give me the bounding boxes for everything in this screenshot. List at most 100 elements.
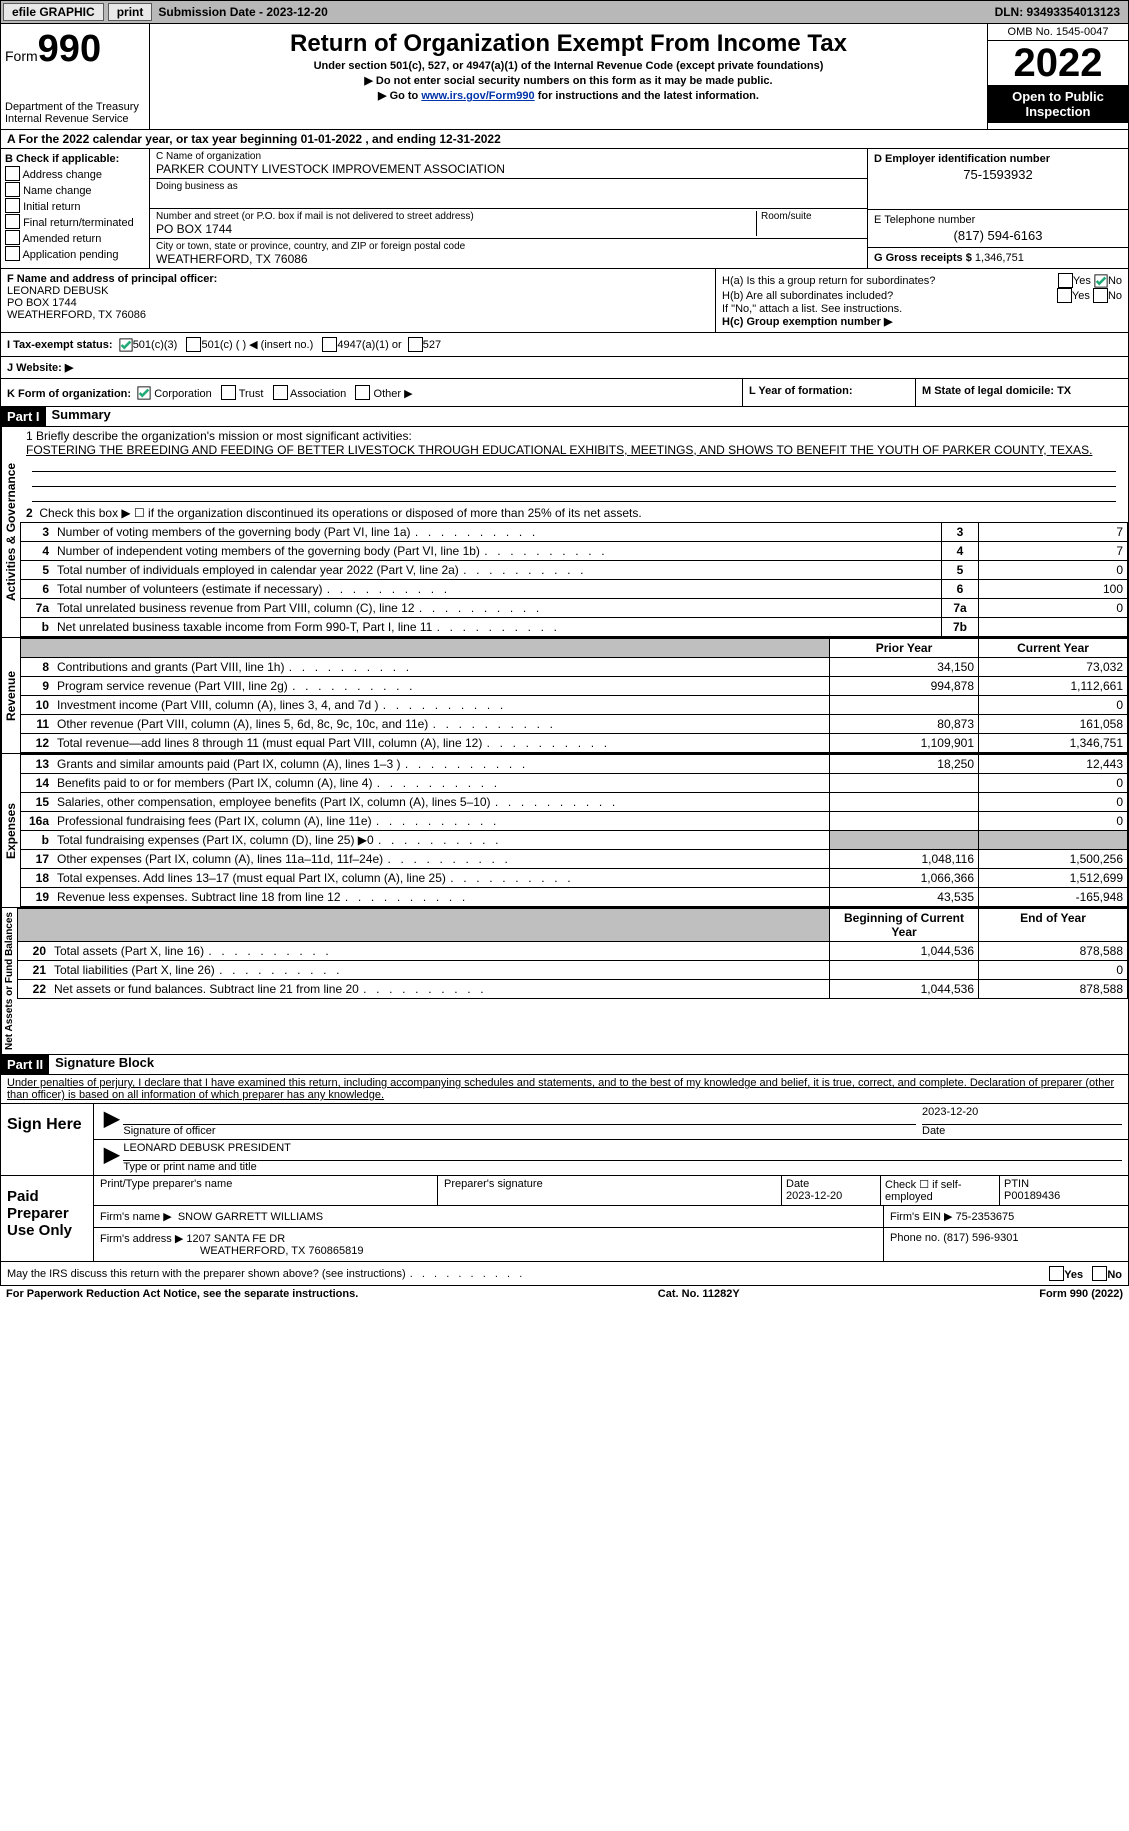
firm-phone: (817) 596-9301 xyxy=(943,1232,1018,1244)
table-header-row: Prior YearCurrent Year xyxy=(21,639,1128,658)
form-subtitle: Under section 501(c), 527, or 4947(a)(1)… xyxy=(154,60,983,72)
dept-label: Department of the Treasury Internal Reve… xyxy=(5,101,145,125)
self-emp-check[interactable]: Check ☐ if self-employed xyxy=(881,1176,1000,1205)
top-toolbar: efile GRAPHIC print Submission Date - 20… xyxy=(0,0,1129,24)
officer-addr1: PO BOX 1744 xyxy=(7,297,77,309)
sign-here-label: Sign Here xyxy=(1,1104,94,1175)
trust-cb[interactable] xyxy=(221,385,236,400)
cb-initial-return[interactable]: Initial return xyxy=(5,198,145,213)
tax-status-label: I Tax-exempt status: xyxy=(7,339,113,351)
cb-amended-return[interactable]: Amended return xyxy=(5,230,145,245)
name-label: C Name of organization xyxy=(156,151,261,162)
hb-note: If "No," attach a list. See instructions… xyxy=(722,303,1122,315)
submission-date-label: Submission Date - 2023-12-20 xyxy=(154,5,331,19)
mission-text: FOSTERING THE BREEDING AND FEEDING OF BE… xyxy=(26,443,1092,457)
form-header: Form990 Department of the Treasury Inter… xyxy=(0,24,1129,130)
sig-name-label: Type or print name and title xyxy=(123,1161,256,1173)
table-row: 9Program service revenue (Part VIII, lin… xyxy=(21,677,1128,696)
phone-value: (817) 594-6163 xyxy=(874,226,1122,243)
501c3-checked-icon xyxy=(119,338,133,352)
table-row: 15Salaries, other compensation, employee… xyxy=(21,793,1128,812)
paid-preparer-label: Paid Preparer Use Only xyxy=(1,1176,94,1261)
firm-addr2: WEATHERFORD, TX 760865819 xyxy=(100,1245,363,1257)
form-note-2: ▶ Go to www.irs.gov/Form990 for instruct… xyxy=(154,89,983,102)
period-row: A For the 2022 calendar year, or tax yea… xyxy=(0,130,1129,149)
firm-addr-label: Firm's address ▶ xyxy=(100,1233,183,1245)
gross-label: G Gross receipts $ xyxy=(874,252,972,264)
footer-left: For Paperwork Reduction Act Notice, see … xyxy=(6,1288,358,1300)
website-label: J Website: ▶ xyxy=(7,361,73,374)
table-row: 21Total liabilities (Part X, line 26)0 xyxy=(18,961,1128,980)
website-row: J Website: ▶ xyxy=(0,357,1129,379)
discuss-yes-cb[interactable] xyxy=(1049,1266,1064,1281)
part2-title: Signature Block xyxy=(49,1055,154,1074)
revenue-table: Prior YearCurrent Year8Contributions and… xyxy=(20,638,1128,753)
prep-date-label: Date xyxy=(786,1178,809,1190)
hb-yes-cb[interactable] xyxy=(1057,288,1072,303)
governance-table: 3Number of voting members of the governi… xyxy=(20,522,1128,637)
sig-name: LEONARD DEBUSK PRESIDENT xyxy=(123,1142,1122,1161)
street-label: Number and street (or P.O. box if mail i… xyxy=(156,211,474,222)
city-value: WEATHERFORD, TX 76086 xyxy=(156,252,308,266)
cb-application-pending[interactable]: Application pending xyxy=(5,246,145,261)
cb-final-return[interactable]: Final return/terminated xyxy=(5,214,145,229)
form-number: Form990 xyxy=(5,28,145,71)
state-domicile: M State of legal domicile: TX xyxy=(916,379,1128,406)
part1-title: Summary xyxy=(46,407,111,426)
footer-right: Form 990 (2022) xyxy=(1039,1288,1123,1300)
revenue-tab: Revenue xyxy=(1,638,20,753)
firm-ein: 75-2353675 xyxy=(956,1211,1015,1223)
assoc-cb[interactable] xyxy=(273,385,288,400)
officer-addr2: WEATHERFORD, TX 76086 xyxy=(7,309,146,321)
table-row: 5Total number of individuals employed in… xyxy=(21,561,1128,580)
form-title: Return of Organization Exempt From Incom… xyxy=(154,30,983,58)
expenses-table: 13Grants and similar amounts paid (Part … xyxy=(20,754,1128,907)
paid-preparer-block: Paid Preparer Use Only Print/Type prepar… xyxy=(0,1176,1129,1262)
ptin-label: PTIN xyxy=(1004,1178,1029,1190)
expenses-section: Expenses 13Grants and similar amounts pa… xyxy=(0,754,1129,908)
table-row: 19Revenue less expenses. Subtract line 1… xyxy=(21,888,1128,907)
hb-no-cb[interactable] xyxy=(1093,288,1108,303)
cb-address-change[interactable]: Address change xyxy=(5,166,145,181)
table-row: 18Total expenses. Add lines 13–17 (must … xyxy=(21,869,1128,888)
part2-badge: Part II xyxy=(1,1055,49,1074)
gross-value: 1,346,751 xyxy=(975,252,1024,264)
corp-checked-icon xyxy=(137,386,151,400)
table-row: bNet unrelated business taxable income f… xyxy=(21,618,1128,637)
other-cb[interactable] xyxy=(355,385,370,400)
table-row: bTotal fundraising expenses (Part IX, co… xyxy=(21,831,1128,850)
sign-here-block: Sign Here ▶ Signature of officer 2023-12… xyxy=(0,1104,1129,1176)
phone-label: E Telephone number xyxy=(874,214,975,226)
ha-yes-cb[interactable] xyxy=(1058,273,1073,288)
print-button[interactable]: print xyxy=(108,3,153,21)
table-row: 3Number of voting members of the governi… xyxy=(21,523,1128,542)
501c-cb[interactable] xyxy=(186,337,201,352)
table-row: 22Net assets or fund balances. Subtract … xyxy=(18,980,1128,999)
part2-header-row: Part II Signature Block xyxy=(0,1055,1129,1075)
governance-tab: Activities & Governance xyxy=(1,427,20,637)
ptin-value: P00189436 xyxy=(1004,1190,1060,1202)
netassets-tab: Net Assets or Fund Balances xyxy=(1,908,17,1054)
irs-link[interactable]: www.irs.gov/Form990 xyxy=(421,90,534,102)
cb-name-change[interactable]: Name change xyxy=(5,182,145,197)
table-row: 17Other expenses (Part IX, column (A), l… xyxy=(21,850,1128,869)
firm-ein-label: Firm's EIN ▶ xyxy=(890,1211,953,1223)
officer-section: F Name and address of principal officer:… xyxy=(0,269,1129,333)
table-row: 11Other revenue (Part VIII, column (A), … xyxy=(21,715,1128,734)
arrow-icon: ▶ xyxy=(100,1106,123,1137)
page-footer: For Paperwork Reduction Act Notice, see … xyxy=(0,1286,1129,1302)
hb-label: H(b) Are all subordinates included? xyxy=(722,290,1057,302)
firm-addr: 1207 SANTA FE DR xyxy=(186,1233,285,1245)
discuss-no-cb[interactable] xyxy=(1092,1266,1107,1281)
form-org-row: K Form of organization: Corporation Trus… xyxy=(0,379,1129,407)
527-cb[interactable] xyxy=(408,337,423,352)
part1-header-row: Part I Summary xyxy=(0,407,1129,427)
table-row: 12Total revenue—add lines 8 through 11 (… xyxy=(21,734,1128,753)
efile-button[interactable]: efile GRAPHIC xyxy=(3,3,104,21)
officer-label: F Name and address of principal officer: xyxy=(7,273,217,285)
4947-cb[interactable] xyxy=(322,337,337,352)
tax-status-row: I Tax-exempt status: 501(c)(3) 501(c) ( … xyxy=(0,333,1129,357)
netassets-section: Net Assets or Fund Balances Beginning of… xyxy=(0,908,1129,1055)
mission-label: 1 Briefly describe the organization's mi… xyxy=(26,429,412,443)
penalties-text: Under penalties of perjury, I declare th… xyxy=(0,1075,1129,1104)
